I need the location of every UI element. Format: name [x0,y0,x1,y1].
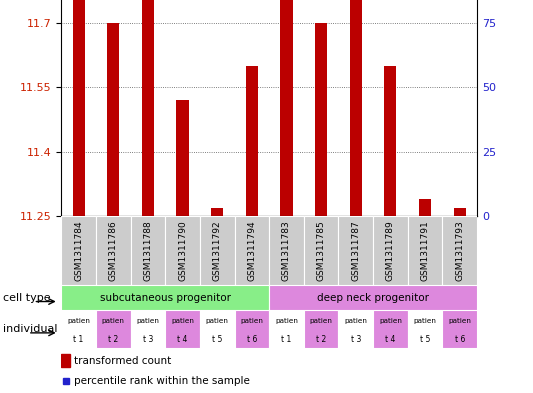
Text: t 3: t 3 [143,335,153,344]
Bar [200,216,235,285]
Bar [338,310,373,348]
Text: patien: patien [171,318,194,324]
Text: patien: patien [240,318,263,324]
Bar [131,216,165,285]
Bar [408,310,442,348]
Bar [442,310,477,348]
Text: t 6: t 6 [455,335,465,344]
Bar [211,208,223,216]
Text: patien: patien [275,318,298,324]
Text: deep neck progenitor: deep neck progenitor [317,293,429,303]
Bar [454,208,466,216]
Text: t 2: t 2 [108,335,118,344]
Text: patien: patien [379,318,402,324]
Text: transformed count: transformed count [75,356,172,366]
Text: GSM1311784: GSM1311784 [74,220,83,281]
Bar [304,310,338,348]
Bar [61,216,96,285]
Text: cell type: cell type [3,293,50,303]
Text: GSM1311790: GSM1311790 [178,220,187,281]
Bar [61,285,269,310]
Bar [235,310,269,348]
Bar [269,310,304,348]
Bar [176,100,189,216]
Text: t 4: t 4 [177,335,188,344]
Bar [200,310,235,348]
Bar [235,216,269,285]
Bar [442,216,477,285]
Text: t 1: t 1 [281,335,292,344]
Bar [61,354,70,367]
Text: t 4: t 4 [385,335,395,344]
Bar [350,0,362,216]
Bar [384,66,397,216]
Text: GSM1311789: GSM1311789 [386,220,395,281]
Text: GSM1311792: GSM1311792 [213,220,222,281]
Bar [269,216,304,285]
Bar [408,216,442,285]
Text: patien: patien [414,318,437,324]
Bar [96,216,131,285]
Text: patien: patien [310,318,333,324]
Bar [107,23,119,216]
Text: t 1: t 1 [74,335,84,344]
Text: t 3: t 3 [351,335,361,344]
Text: patien: patien [206,318,229,324]
Bar [269,285,477,310]
Text: GSM1311786: GSM1311786 [109,220,118,281]
Text: patien: patien [67,318,90,324]
Bar [373,216,408,285]
Text: patien: patien [136,318,159,324]
Bar [142,0,154,216]
Bar [131,310,165,348]
Bar [373,310,408,348]
Text: subcutaneous progenitor: subcutaneous progenitor [100,293,231,303]
Text: GSM1311793: GSM1311793 [455,220,464,281]
Text: GSM1311783: GSM1311783 [282,220,291,281]
Text: GSM1311788: GSM1311788 [143,220,152,281]
Text: GSM1311785: GSM1311785 [317,220,326,281]
Text: GSM1311791: GSM1311791 [421,220,430,281]
Text: GSM1311794: GSM1311794 [247,220,256,281]
Bar [338,216,373,285]
Text: t 6: t 6 [247,335,257,344]
Text: patien: patien [102,318,125,324]
Bar [165,216,200,285]
Text: patien: patien [448,318,471,324]
Bar [280,0,293,216]
Bar [72,0,85,216]
Text: t 5: t 5 [212,335,222,344]
Bar [96,310,131,348]
Text: GSM1311787: GSM1311787 [351,220,360,281]
Bar [61,310,96,348]
Bar [246,66,258,216]
Bar [419,199,431,216]
Text: t 2: t 2 [316,335,326,344]
Bar [304,216,338,285]
Text: percentile rank within the sample: percentile rank within the sample [75,376,251,386]
Text: individual: individual [3,324,57,334]
Bar [165,310,200,348]
Text: t 5: t 5 [420,335,430,344]
Bar [315,23,327,216]
Text: patien: patien [344,318,367,324]
